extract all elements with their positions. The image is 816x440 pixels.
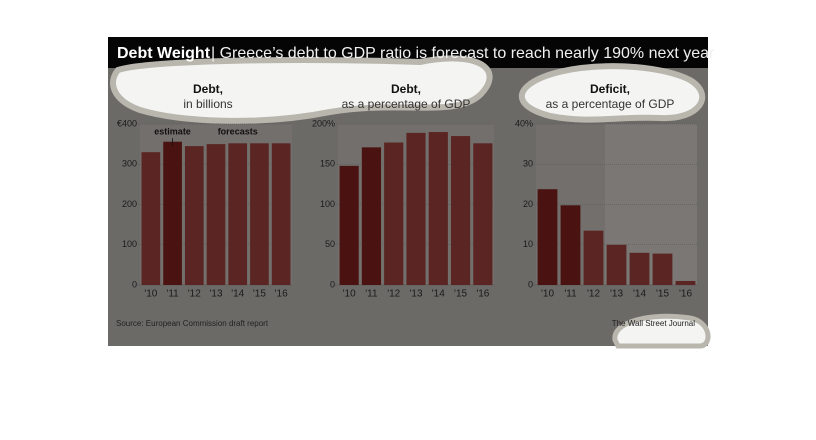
chart-subtitle: as a percentage of GDP bbox=[546, 97, 675, 111]
bar bbox=[406, 132, 426, 285]
bar bbox=[606, 244, 627, 285]
bar bbox=[537, 189, 558, 285]
x-tick-label: '13 bbox=[409, 289, 422, 300]
x-tick-label: '12 bbox=[387, 289, 400, 300]
x-tick-label: '16 bbox=[476, 289, 489, 300]
annotation: estimate bbox=[154, 126, 191, 136]
highlight-blob bbox=[612, 313, 711, 349]
y-tick-label: 0 bbox=[528, 279, 533, 289]
x-tick-label: '15 bbox=[656, 289, 669, 300]
y-tick-label: 40% bbox=[515, 118, 533, 128]
y-tick-label: 10 bbox=[523, 239, 533, 249]
y-tick-label: 100 bbox=[122, 239, 137, 249]
bar bbox=[560, 205, 581, 285]
bar bbox=[675, 280, 696, 285]
bar bbox=[473, 143, 493, 285]
annotation: forecasts bbox=[218, 126, 258, 136]
bar bbox=[228, 143, 248, 285]
x-tick-label: '10 bbox=[144, 289, 157, 300]
bar bbox=[652, 253, 673, 285]
y-tick-label: €400 bbox=[117, 118, 137, 128]
x-tick-label: '11 bbox=[365, 289, 378, 300]
chart-title: Debt, bbox=[391, 82, 421, 96]
title: | Greece’s debt to GDP ratio is forecast… bbox=[211, 45, 715, 62]
x-tick-label: '12 bbox=[587, 289, 600, 300]
y-tick-label: 30 bbox=[523, 159, 533, 169]
x-tick-label: '12 bbox=[188, 289, 201, 300]
x-tick-label: '11 bbox=[564, 289, 577, 300]
x-tick-label: '14 bbox=[432, 289, 445, 300]
y-tick-label: 100 bbox=[320, 199, 335, 209]
bar bbox=[583, 230, 604, 285]
bar bbox=[141, 152, 161, 285]
bar bbox=[361, 147, 382, 285]
x-tick-label: '14 bbox=[633, 289, 646, 300]
x-tick-label: '15 bbox=[253, 289, 266, 300]
x-tick-label: '16 bbox=[679, 289, 692, 300]
bar bbox=[450, 136, 471, 285]
x-tick-label: '16 bbox=[275, 289, 288, 300]
bar bbox=[271, 143, 291, 285]
x-tick-label: '10 bbox=[343, 289, 356, 300]
x-tick-label: '15 bbox=[454, 289, 467, 300]
bar bbox=[163, 141, 182, 285]
credit: The Wall Street Journal bbox=[612, 319, 696, 328]
y-tick-label: 200 bbox=[122, 199, 137, 209]
bar bbox=[206, 144, 226, 285]
bar bbox=[184, 146, 204, 285]
y-tick-label: 50 bbox=[325, 239, 335, 249]
chart-title: Deficit, bbox=[590, 82, 630, 96]
x-tick-label: '11 bbox=[166, 289, 179, 300]
title-bold: Debt Weight bbox=[117, 45, 211, 62]
bar bbox=[384, 142, 404, 285]
highlight-blob bbox=[518, 63, 706, 123]
bar bbox=[629, 252, 650, 285]
chart-subtitle: as a percentage of GDP bbox=[342, 97, 471, 111]
y-tick-label: 200% bbox=[312, 118, 335, 128]
y-tick-label: 0 bbox=[330, 279, 335, 289]
x-tick-label: '13 bbox=[610, 289, 623, 300]
bar bbox=[250, 143, 269, 285]
source: Source: European Commission draft report bbox=[116, 319, 269, 328]
chart-subtitle: in billions bbox=[183, 97, 232, 111]
bar bbox=[339, 165, 359, 285]
x-tick-label: '10 bbox=[541, 289, 554, 300]
y-tick-label: 300 bbox=[122, 159, 137, 169]
highlight-blob bbox=[110, 55, 493, 124]
y-tick-label: 0 bbox=[132, 279, 137, 289]
x-tick-label: '13 bbox=[209, 289, 222, 300]
chart-title: Debt, bbox=[193, 82, 223, 96]
bar bbox=[428, 132, 448, 285]
x-tick-label: '14 bbox=[231, 289, 244, 300]
y-tick-label: 150 bbox=[320, 159, 335, 169]
y-tick-label: 20 bbox=[523, 199, 533, 209]
